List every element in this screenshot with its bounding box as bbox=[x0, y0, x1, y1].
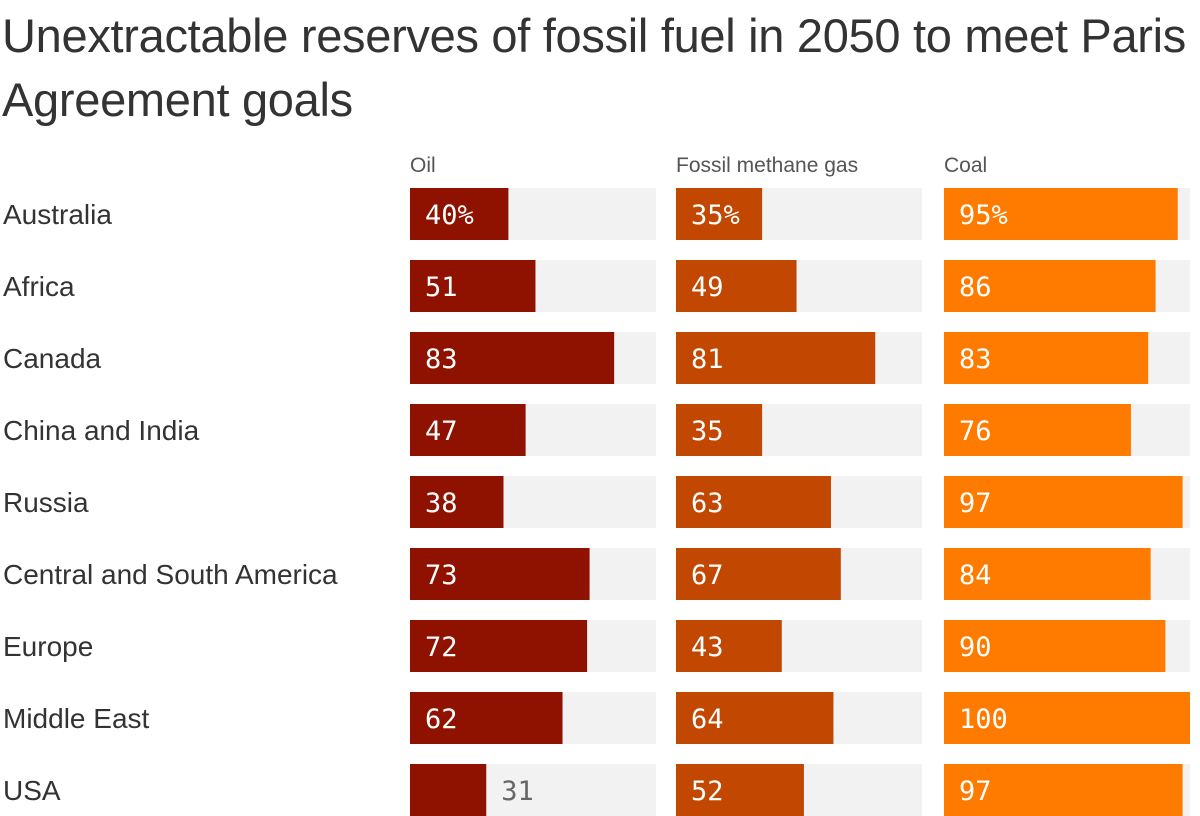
bar bbox=[676, 188, 763, 240]
bar bbox=[410, 476, 504, 528]
bar bbox=[676, 548, 841, 600]
value-label: 67 bbox=[691, 560, 724, 591]
value-label: 83 bbox=[959, 344, 992, 375]
bar bbox=[676, 260, 797, 312]
row-label: Africa bbox=[3, 271, 75, 302]
column-header: Oil bbox=[410, 154, 436, 177]
value-label: 43 bbox=[691, 632, 724, 663]
value-label: 90 bbox=[959, 632, 992, 663]
value-label: 38 bbox=[425, 488, 458, 519]
bar bbox=[944, 620, 1166, 672]
row-label: Canada bbox=[3, 343, 102, 374]
value-label: 83 bbox=[425, 344, 458, 375]
value-label: 73 bbox=[425, 560, 458, 591]
value-label: 72 bbox=[425, 632, 458, 663]
value-label: 35% bbox=[691, 200, 740, 231]
value-label: 64 bbox=[691, 704, 724, 735]
value-label: 35 bbox=[691, 416, 724, 447]
bar bbox=[410, 260, 536, 312]
row-label: Europe bbox=[3, 631, 93, 662]
row-label: Central and South America bbox=[3, 559, 338, 590]
bar bbox=[410, 692, 563, 744]
value-label: 62 bbox=[425, 704, 458, 735]
value-label: 40% bbox=[425, 200, 474, 231]
bar bbox=[410, 620, 588, 672]
bar bbox=[944, 692, 1190, 744]
value-label: 97 bbox=[959, 488, 992, 519]
bar bbox=[944, 764, 1183, 816]
row-label: Australia bbox=[3, 199, 112, 230]
bar bbox=[944, 260, 1156, 312]
bar bbox=[944, 188, 1178, 240]
bar bbox=[410, 548, 590, 600]
bar bbox=[676, 332, 876, 384]
bar bbox=[676, 764, 804, 816]
bar bbox=[676, 404, 763, 456]
value-label: 47 bbox=[425, 416, 458, 447]
row-label: China and India bbox=[3, 415, 200, 446]
column-header: Fossil methane gas bbox=[676, 154, 858, 177]
value-label: 49 bbox=[691, 272, 724, 303]
value-label: 63 bbox=[691, 488, 724, 519]
bar bbox=[410, 188, 509, 240]
value-label: 100 bbox=[959, 704, 1008, 735]
bar bbox=[944, 476, 1183, 528]
bar bbox=[944, 404, 1131, 456]
bar bbox=[676, 620, 782, 672]
chart-title: Unextractable reserves of fossil fuel in… bbox=[2, 9, 1186, 126]
value-label: 31 bbox=[501, 776, 534, 807]
value-label: 81 bbox=[691, 344, 724, 375]
column-header: Coal bbox=[944, 154, 987, 177]
bar bbox=[944, 548, 1151, 600]
bar bbox=[410, 332, 615, 384]
value-label: 97 bbox=[959, 776, 992, 807]
value-label: 51 bbox=[425, 272, 458, 303]
value-label: 95% bbox=[959, 200, 1008, 231]
row-label: Russia bbox=[3, 487, 89, 518]
value-label: 86 bbox=[959, 272, 992, 303]
bar bbox=[676, 476, 831, 528]
row-label: Middle East bbox=[3, 703, 150, 734]
row-label: USA bbox=[3, 775, 61, 806]
value-label: 76 bbox=[959, 416, 992, 447]
value-label: 84 bbox=[959, 560, 992, 591]
value-label: 52 bbox=[691, 776, 724, 807]
bar bbox=[410, 764, 487, 816]
bar bbox=[944, 332, 1149, 384]
bar bbox=[676, 692, 834, 744]
bar bbox=[410, 404, 526, 456]
